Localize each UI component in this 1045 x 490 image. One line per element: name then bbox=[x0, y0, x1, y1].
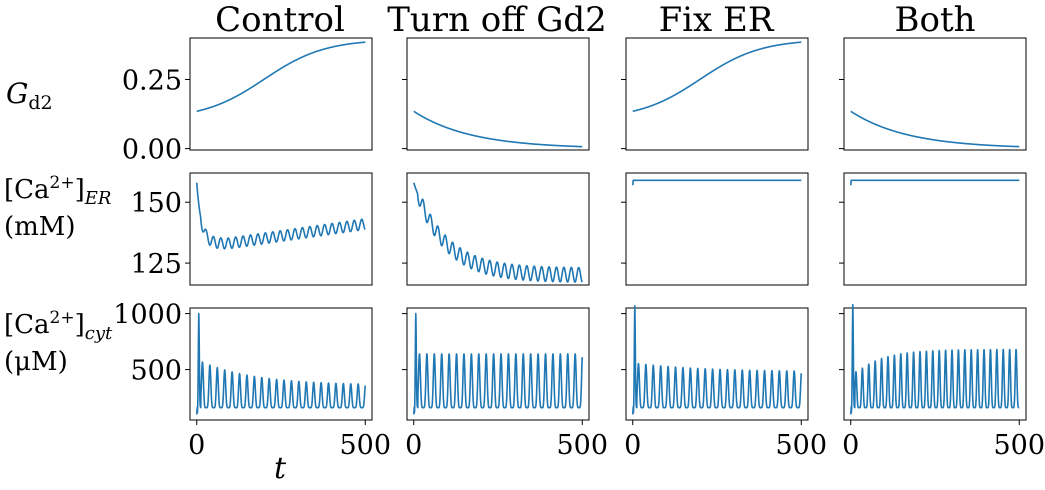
y-tick-label: 0.25 bbox=[122, 65, 182, 96]
panel-frame bbox=[843, 37, 1027, 151]
panel-ca_cyt-control: 500 1000 0 500 bbox=[113, 300, 391, 461]
series-line-ca_er-fix_er bbox=[631, 179, 802, 186]
x-tick-label: 0 bbox=[624, 430, 641, 461]
panel-ca_er-fix_er bbox=[621, 172, 809, 286]
row-unit-ca_cyt: (μM) bbox=[4, 347, 68, 377]
series-line-gd2-fix_er bbox=[632, 41, 802, 113]
row-label-ca_er: [Ca2+]ER bbox=[4, 173, 111, 209]
column-title-control: Control bbox=[215, 0, 345, 40]
x-tick-label: 0 bbox=[842, 430, 859, 461]
panel-frame bbox=[406, 172, 590, 286]
series-line-ca_er-turn_off_gd2 bbox=[412, 182, 583, 283]
panel-ca_er-control: 125 150 bbox=[130, 172, 373, 286]
row-unit-ca_er: (mM) bbox=[4, 212, 76, 242]
panel-ca_er-both bbox=[839, 172, 1027, 286]
y-tick-label: 0.00 bbox=[122, 135, 182, 166]
panel-frame bbox=[406, 37, 590, 151]
x-tick-label: 500 bbox=[339, 430, 391, 461]
y-tick-label: 500 bbox=[130, 356, 182, 387]
panel-frame bbox=[189, 172, 373, 286]
y-tick-label: 150 bbox=[130, 188, 182, 219]
y-tick-label: 125 bbox=[130, 249, 182, 280]
panel-frame bbox=[625, 172, 809, 286]
panel-ca_er-turn_off_gd2 bbox=[402, 172, 590, 286]
series-line-ca_er-both bbox=[849, 179, 1020, 186]
x-tick-label: 500 bbox=[775, 430, 827, 461]
series-line-ca_cyt-turn_off_gd2 bbox=[412, 312, 584, 415]
panel-gd2-both bbox=[839, 37, 1027, 151]
panel-frame bbox=[625, 307, 809, 421]
panel-ca_cyt-both: 0 500 bbox=[839, 303, 1045, 461]
x-tick-label: 500 bbox=[556, 430, 608, 461]
series-line-ca_cyt-control bbox=[195, 312, 367, 415]
row-label-ca_cyt: [Ca2+]cyt bbox=[4, 308, 113, 344]
panel-frame bbox=[843, 307, 1027, 421]
panel-frame bbox=[189, 37, 373, 151]
series-line-gd2-both bbox=[850, 110, 1020, 148]
x-tick-label: 0 bbox=[188, 430, 205, 461]
x-axis-label: t bbox=[274, 451, 287, 486]
panel-frame bbox=[406, 307, 590, 421]
series-line-ca_cyt-both bbox=[849, 303, 1020, 415]
panel-frame bbox=[625, 37, 809, 151]
row-label-gd2: Gd2 bbox=[6, 77, 53, 114]
panel-frame bbox=[189, 307, 373, 421]
panel-ca_cyt-fix_er: 0 500 bbox=[621, 304, 827, 461]
panel-gd2-control: 0.00 0.25 bbox=[122, 37, 373, 166]
series-line-ca_er-control bbox=[195, 182, 366, 250]
column-title-fix_er: Fix ER bbox=[659, 0, 775, 40]
y-tick-label: 1000 bbox=[113, 300, 182, 331]
x-tick-label: 500 bbox=[993, 430, 1045, 461]
panel-gd2-fix_er bbox=[621, 37, 809, 151]
row-labels: Gd2 [Ca2+]ER(mM) [Ca2+]cyt(μM) bbox=[4, 77, 113, 377]
series-line-gd2-control bbox=[196, 41, 366, 113]
column-title-turn_off_gd2: Turn off Gd2 bbox=[387, 0, 607, 40]
column-titles: Control Turn off Gd2 Fix ER Both bbox=[215, 0, 975, 40]
panel-ca_cyt-turn_off_gd2: 0 500 bbox=[402, 307, 608, 461]
panels: 0.00 0.25 125 150 500 1000 0 500 0 500 0 500 0 500 bbox=[113, 37, 1045, 461]
panel-gd2-turn_off_gd2 bbox=[402, 37, 590, 151]
panel-frame bbox=[843, 172, 1027, 286]
series-line-gd2-turn_off_gd2 bbox=[413, 110, 583, 148]
x-tick-label: 0 bbox=[405, 430, 422, 461]
series-line-ca_cyt-fix_er bbox=[631, 304, 803, 415]
column-title-both: Both bbox=[894, 0, 975, 40]
